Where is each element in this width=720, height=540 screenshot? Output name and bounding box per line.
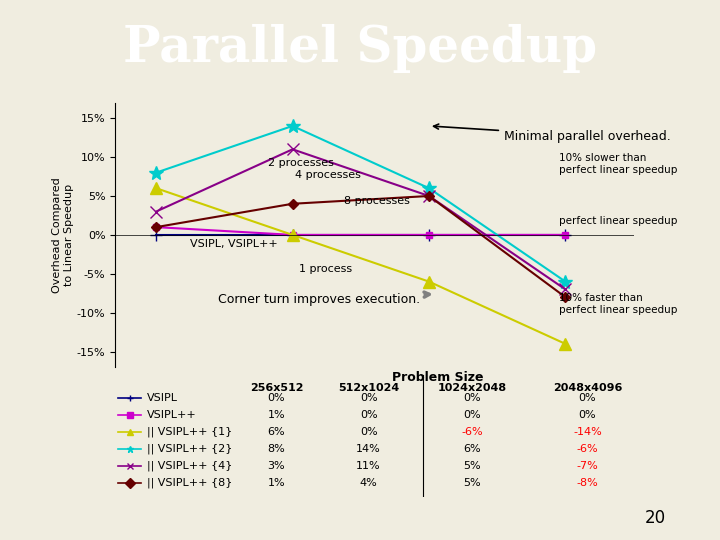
|| VSIPL++ {4}	[425, 193, 433, 199]
Line: || VSIPL++ {1}: || VSIPL++ {1}	[150, 183, 571, 349]
Text: 8 processes: 8 processes	[344, 196, 410, 206]
Text: 11%: 11%	[356, 461, 381, 471]
Text: 5%: 5%	[464, 461, 481, 471]
Text: 14%: 14%	[356, 444, 381, 454]
Text: 0%: 0%	[579, 410, 596, 420]
Text: 1%: 1%	[268, 410, 285, 420]
Text: 0%: 0%	[360, 410, 377, 420]
VSIPL++	[288, 232, 297, 238]
|| VSIPL++ {1}	[288, 232, 297, 238]
Y-axis label: Overhead Compared
to Linear Speedup: Overhead Compared to Linear Speedup	[53, 177, 74, 293]
Text: 0%: 0%	[464, 410, 481, 420]
|| VSIPL++ {1}	[561, 341, 570, 347]
VSIPL	[425, 232, 433, 238]
Text: 10% slower than
perfect linear speedup: 10% slower than perfect linear speedup	[559, 153, 677, 175]
Text: Problem Size: Problem Size	[392, 371, 484, 384]
|| VSIPL++ {1}	[152, 185, 161, 192]
Text: perfect linear speedup: perfect linear speedup	[559, 215, 677, 226]
Text: 2 processes: 2 processes	[268, 158, 334, 168]
VSIPL	[288, 232, 297, 238]
|| VSIPL++ {4}	[288, 146, 297, 152]
Text: VSIPL: VSIPL	[147, 393, 178, 403]
Text: || VSIPL++ {4}: || VSIPL++ {4}	[147, 461, 233, 471]
Text: 0%: 0%	[579, 393, 596, 403]
|| VSIPL++ {8}	[152, 224, 161, 231]
Text: || VSIPL++ {8}: || VSIPL++ {8}	[147, 477, 233, 488]
VSIPL	[152, 232, 161, 238]
Text: 512x1024: 512x1024	[338, 383, 400, 393]
VSIPL++	[561, 232, 570, 238]
Text: Parallel Speedup: Parallel Speedup	[123, 24, 597, 73]
Text: 0%: 0%	[360, 393, 377, 403]
Text: Corner turn improves execution.: Corner turn improves execution.	[217, 292, 429, 306]
Text: 1 process: 1 process	[300, 264, 353, 274]
Text: 3%: 3%	[268, 461, 285, 471]
|| VSIPL++ {8}	[425, 193, 433, 199]
Line: VSIPL: VSIPL	[150, 230, 571, 240]
Text: Minimal parallel overhead.: Minimal parallel overhead.	[433, 124, 671, 143]
Text: 4%: 4%	[360, 477, 377, 488]
|| VSIPL++ {2}	[288, 123, 297, 129]
Text: 8%: 8%	[268, 444, 285, 454]
Text: 1%: 1%	[268, 477, 285, 488]
Line: || VSIPL++ {8}: || VSIPL++ {8}	[153, 193, 569, 301]
Text: 256x512: 256x512	[250, 383, 303, 393]
|| VSIPL++ {4}	[152, 208, 161, 215]
|| VSIPL++ {1}	[425, 278, 433, 285]
Text: 20: 20	[644, 509, 666, 528]
Text: 0%: 0%	[268, 393, 285, 403]
Text: -6%: -6%	[462, 427, 483, 437]
Line: || VSIPL++ {2}: || VSIPL++ {2}	[149, 119, 572, 288]
|| VSIPL++ {8}	[288, 200, 297, 207]
|| VSIPL++ {4}	[561, 286, 570, 293]
Text: -7%: -7%	[577, 461, 598, 471]
VSIPL++	[425, 232, 433, 238]
Text: 1024x2048: 1024x2048	[438, 383, 507, 393]
Text: || VSIPL++ {1}: || VSIPL++ {1}	[147, 427, 232, 437]
Line: VSIPL++: VSIPL++	[153, 224, 569, 238]
Text: -6%: -6%	[577, 444, 598, 454]
Text: 10% faster than
perfect linear speedup: 10% faster than perfect linear speedup	[559, 293, 677, 315]
Text: -8%: -8%	[577, 477, 598, 488]
|| VSIPL++ {8}	[561, 294, 570, 300]
Text: 6%: 6%	[464, 444, 481, 454]
Text: 5%: 5%	[464, 477, 481, 488]
|| VSIPL++ {2}	[152, 170, 161, 176]
Text: -14%: -14%	[573, 427, 602, 437]
Text: || VSIPL++ {2}: || VSIPL++ {2}	[147, 443, 233, 454]
Line: || VSIPL++ {4}: || VSIPL++ {4}	[150, 144, 571, 295]
VSIPL++	[152, 224, 161, 231]
|| VSIPL++ {2}	[561, 278, 570, 285]
Text: 0%: 0%	[464, 393, 481, 403]
Text: 0%: 0%	[360, 427, 377, 437]
Text: 2048x4096: 2048x4096	[553, 383, 622, 393]
Text: 6%: 6%	[268, 427, 285, 437]
VSIPL	[561, 232, 570, 238]
Text: VSIPL++: VSIPL++	[147, 410, 197, 420]
Text: VSIPL, VSIPL++: VSIPL, VSIPL++	[190, 239, 278, 249]
Text: 4 processes: 4 processes	[295, 170, 361, 180]
|| VSIPL++ {2}	[425, 185, 433, 192]
